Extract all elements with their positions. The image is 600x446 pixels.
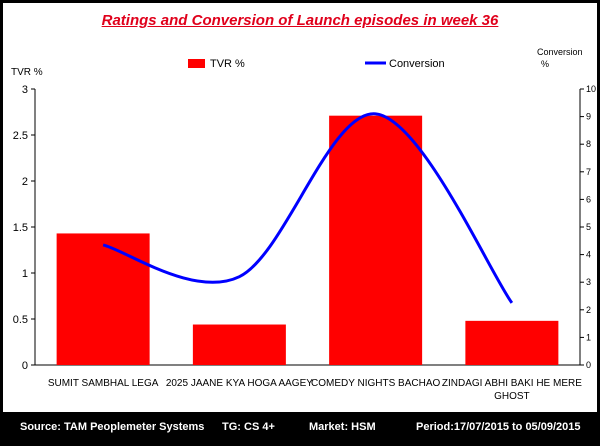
x-tick-label: ZINDAGI ABHI BAKI HE MERE	[442, 378, 582, 389]
y-axis-right-label-line-1: Conversion	[537, 47, 583, 57]
legend-swatch-tvr	[188, 59, 205, 68]
x-tick-label: COMEDY NIGHTS BACHAO	[311, 378, 440, 389]
y-left-tick-label: 2	[22, 176, 28, 188]
conversion-line	[102, 112, 514, 304]
tvr-bar	[192, 324, 286, 365]
y-right-tick-label: 6	[586, 194, 591, 204]
y-left-tick-label: 2.5	[13, 130, 28, 142]
x-tick-label: GHOST	[494, 391, 530, 402]
y-left-tick-label: 0.5	[13, 314, 28, 326]
combo-chart: TVR % Conversion TVR % Conversion % 0 0.5…	[11, 47, 596, 402]
y-axis-left-label: TVR %	[11, 67, 43, 78]
footer-bar: Source: TAM Peoplemeter Systems TG: CS 4…	[3, 412, 597, 443]
y-right-tick-label: 3	[586, 277, 591, 287]
plot-area: 0 0.5 1 1.5 2 2.5 3 0 1 2 3 4 5 6 7 8 9 10 SUMIT SAMBHAL L…	[13, 84, 596, 402]
x-tick-label: 2025 JAANE KYA HOGA AAGEY	[166, 378, 313, 389]
footer-tg: TG: CS 4+	[222, 421, 275, 433]
y-axis-right-label-line-2: %	[541, 59, 549, 69]
y-right-tick-label: 2	[586, 305, 591, 315]
tvr-bar	[465, 320, 559, 365]
legend: TVR % Conversion	[188, 58, 445, 70]
tvr-bar	[329, 115, 423, 366]
y-right-tick-label: 9	[586, 112, 591, 122]
tvr-bar	[56, 233, 150, 365]
legend-label-conversion: Conversion	[389, 58, 445, 70]
y-left-tick-label: 3	[22, 84, 28, 96]
y-right-tick-label: 1	[586, 332, 591, 342]
y-left-tick-label: 1.5	[13, 222, 28, 234]
x-tick-label: SUMIT SAMBHAL LEGA	[48, 378, 159, 389]
footer-source: Source: TAM Peoplemeter Systems	[20, 421, 205, 433]
footer-period: Period:17/07/2015 to 05/09/2015	[416, 421, 581, 433]
chart-title: Ratings and Conversion of Launch episode…	[101, 12, 499, 29]
y-right-tick-label: 4	[586, 250, 591, 260]
y-right-tick-label: 5	[586, 222, 591, 232]
y-right-tick-label: 7	[586, 167, 591, 177]
y-right-tick-label: 0	[586, 360, 591, 370]
y-right-tick-label: 10	[586, 84, 596, 94]
y-right-tick-label: 8	[586, 139, 591, 149]
footer-market: Market: HSM	[309, 421, 376, 433]
y-left-tick-label: 1	[22, 268, 28, 280]
y-left-tick-label: 0	[22, 360, 28, 372]
legend-label-tvr: TVR %	[210, 58, 245, 70]
